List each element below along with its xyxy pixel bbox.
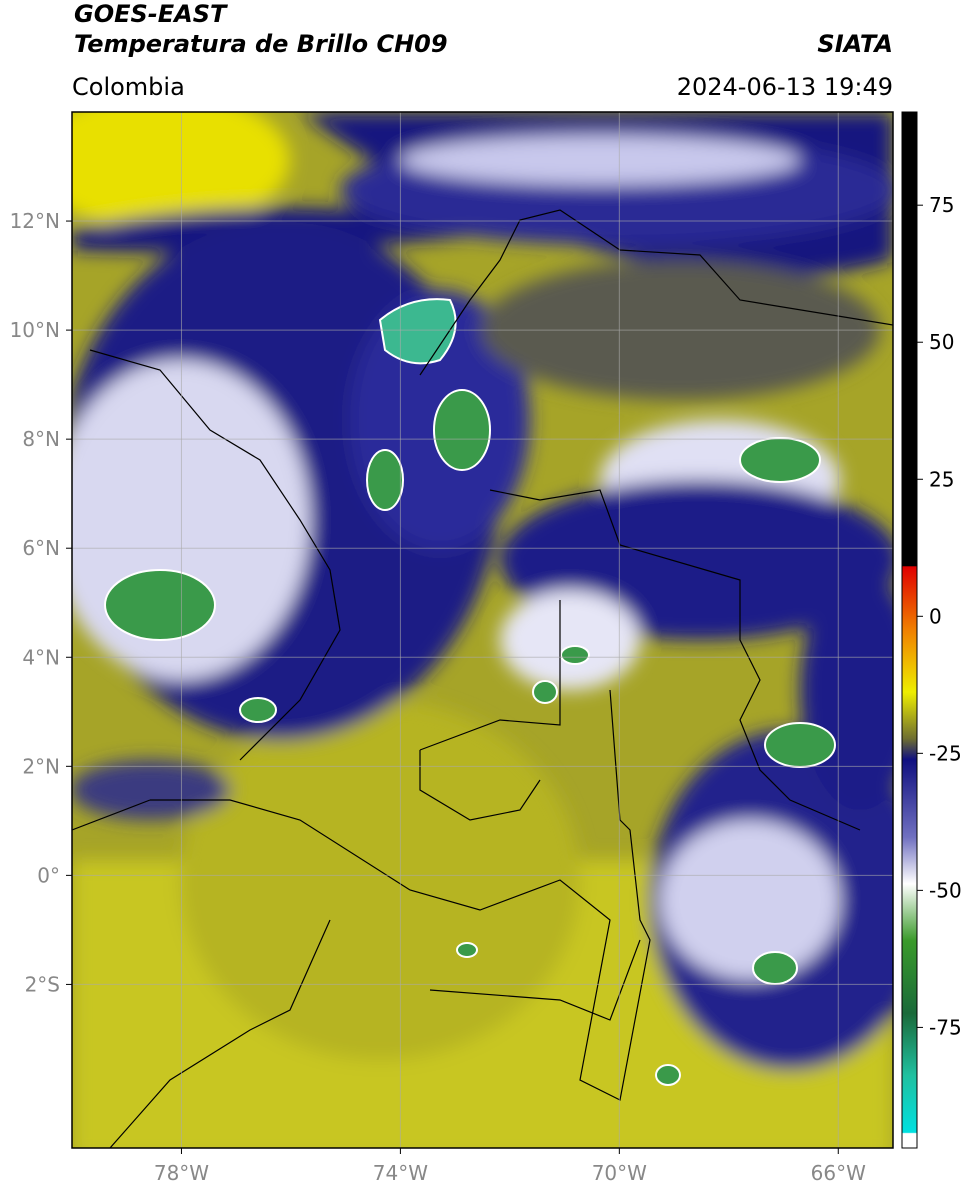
y-tick-label: 2°N <box>22 754 60 778</box>
colorbar-tick-label: 0 <box>929 604 942 628</box>
colorbar-tick-label: 50 <box>929 330 954 354</box>
source: SIATA <box>817 30 893 58</box>
colorbar-tick-label: -50 <box>929 878 962 902</box>
colorbar-tick-label: -25 <box>929 741 962 765</box>
colorbar-tick-label: -75 <box>929 1015 962 1039</box>
y-tick-label: 2°S <box>25 972 60 996</box>
y-tick-label: 8°N <box>22 427 60 451</box>
colorbar-tick-label: 75 <box>929 193 954 217</box>
colorbar-tick-label: 25 <box>929 467 954 491</box>
y-tick-label: 4°N <box>22 645 60 669</box>
grid <box>72 112 893 1148</box>
colorbar <box>901 111 918 1149</box>
y-tick-label: 10°N <box>10 318 60 342</box>
title-line1: GOES-EAST <box>74 0 228 28</box>
x-tick-label: 74°W <box>373 1161 428 1185</box>
region: Colombia <box>72 73 185 101</box>
map-frame <box>71 111 894 1149</box>
y-tick-label: 12°N <box>10 209 60 233</box>
satellite-image <box>72 112 893 1148</box>
y-tick-label: 6°N <box>22 536 60 560</box>
y-tick-label: 0° <box>37 863 60 887</box>
ticks: 78°W 74°W 70°W 66°W 12°N 10°N 8°N 6°N 4°N 2°N 0° 2°… <box>10 193 962 1185</box>
timestamp: 2024-06-13 19:49 <box>677 73 893 101</box>
x-tick-label: 66°W <box>811 1161 866 1185</box>
title-line2: Temperatura de Brillo CH09 <box>74 30 448 58</box>
x-tick-label: 78°W <box>154 1161 209 1185</box>
x-tick-label: 70°W <box>592 1161 647 1185</box>
